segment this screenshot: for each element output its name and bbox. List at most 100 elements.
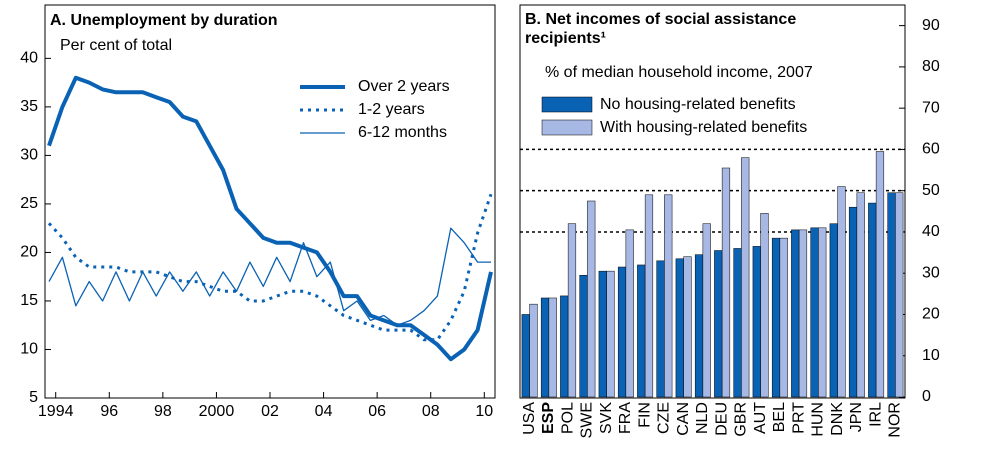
series-line — [47, 75, 493, 362]
y-tick-label: 60 — [922, 141, 940, 158]
bar — [548, 297, 557, 398]
bar — [625, 229, 634, 398]
y-tick-label: 10 — [20, 341, 38, 358]
x-tick-label: IRL — [867, 402, 884, 427]
bar — [587, 200, 596, 398]
bar — [837, 186, 846, 398]
x-tick-label: 02 — [261, 403, 279, 420]
bar — [760, 213, 769, 398]
legend-label: No housing-related benefits — [600, 96, 796, 113]
bar — [540, 297, 550, 398]
x-tick-label: HUN — [810, 402, 827, 437]
bar — [714, 250, 723, 398]
bar — [856, 192, 865, 398]
y-tick-label: 30 — [922, 264, 940, 281]
bar — [741, 157, 750, 398]
legend-label: Over 2 years — [358, 78, 450, 95]
y-tick-label: 90 — [922, 17, 940, 34]
x-tick-label: NLD — [694, 402, 711, 434]
bar — [721, 167, 731, 398]
bar — [779, 237, 788, 398]
y-tick-label: 40 — [20, 50, 38, 67]
y-tick-label: 30 — [20, 147, 38, 164]
x-tick-label: 98 — [154, 403, 172, 420]
subtitle-a: Per cent of total — [60, 37, 172, 54]
bar — [664, 194, 673, 398]
bar — [606, 270, 615, 398]
panel-b-frame — [519, 4, 906, 399]
y-tick-label: 15 — [20, 292, 38, 309]
y-tick-label: 35 — [20, 98, 38, 115]
x-tick-label: ESP — [540, 402, 557, 434]
x-tick-label: 2000 — [199, 403, 235, 420]
y-tick-label: 50 — [922, 182, 940, 199]
bar — [810, 227, 819, 398]
series-line — [48, 227, 491, 326]
bar — [798, 229, 808, 398]
bar — [694, 254, 704, 398]
bar — [771, 237, 781, 398]
bar — [683, 256, 692, 398]
y-tick-label: 0 — [922, 388, 931, 405]
x-tick-label: 96 — [100, 403, 118, 420]
x-tick-label: 10 — [475, 403, 493, 420]
x-tick-label: FIN — [636, 402, 653, 428]
bar — [675, 258, 684, 398]
x-tick-label: CAN — [675, 402, 692, 436]
x-tick-label: SVK — [598, 402, 615, 434]
legend-swatch — [541, 96, 593, 113]
bar — [560, 295, 569, 398]
x-tick-label: USA — [521, 402, 538, 435]
subtitle-b: % of median household income, 2007 — [545, 64, 813, 81]
title-a: A. Unemployment by duration — [50, 12, 278, 29]
bar — [637, 264, 646, 398]
bar — [644, 194, 654, 398]
bar — [752, 246, 761, 398]
bar — [868, 202, 877, 398]
x-tick-label: DEU — [713, 402, 730, 436]
bar — [818, 227, 827, 398]
y-tick-label: 5 — [29, 389, 38, 406]
series-line — [47, 193, 493, 342]
y-tick-label: 10 — [922, 347, 940, 364]
legend-swatch — [541, 119, 593, 136]
x-tick-label: GBR — [733, 402, 750, 437]
title-b: B. Net incomes of social assistance reci… — [525, 11, 797, 47]
x-tick-label: DNK — [829, 402, 846, 436]
x-tick-label: CZE — [656, 402, 673, 434]
x-tick-label: FRA — [617, 402, 634, 434]
bar — [733, 248, 742, 398]
x-tick-label: POL — [559, 402, 576, 434]
x-tick-label: BEL — [771, 402, 788, 432]
bar — [875, 151, 885, 398]
x-tick-label: NOR — [887, 402, 904, 438]
y-tick-label: 80 — [922, 58, 940, 75]
bar — [791, 229, 800, 398]
x-tick-label: 1994 — [38, 403, 74, 420]
bar — [567, 223, 577, 398]
bar — [656, 260, 665, 398]
bar — [895, 192, 904, 398]
x-tick-label: AUT — [752, 402, 769, 434]
y-tick-label: 40 — [922, 223, 940, 240]
bar — [887, 192, 896, 398]
bar — [598, 270, 607, 398]
x-tick-label: SWE — [579, 402, 596, 438]
bar — [848, 206, 858, 398]
bar — [579, 275, 588, 398]
x-tick-label: PRT — [790, 402, 807, 434]
y-tick-label: 70 — [922, 99, 940, 116]
bar — [521, 314, 530, 398]
title-b-box: B. Net incomes of social assistance reci… — [525, 11, 797, 47]
y-tick-label: 20 — [922, 306, 940, 323]
bar — [829, 223, 838, 398]
bar — [529, 303, 538, 398]
legend-label: 6-12 months — [358, 124, 447, 141]
x-tick-label: 04 — [315, 403, 333, 420]
y-tick-label: 25 — [20, 195, 38, 212]
legend-label: 1-2 years — [358, 101, 425, 118]
x-tick-label: 08 — [422, 403, 440, 420]
bar — [617, 266, 627, 398]
legend-label: With housing-related benefits — [600, 119, 807, 136]
